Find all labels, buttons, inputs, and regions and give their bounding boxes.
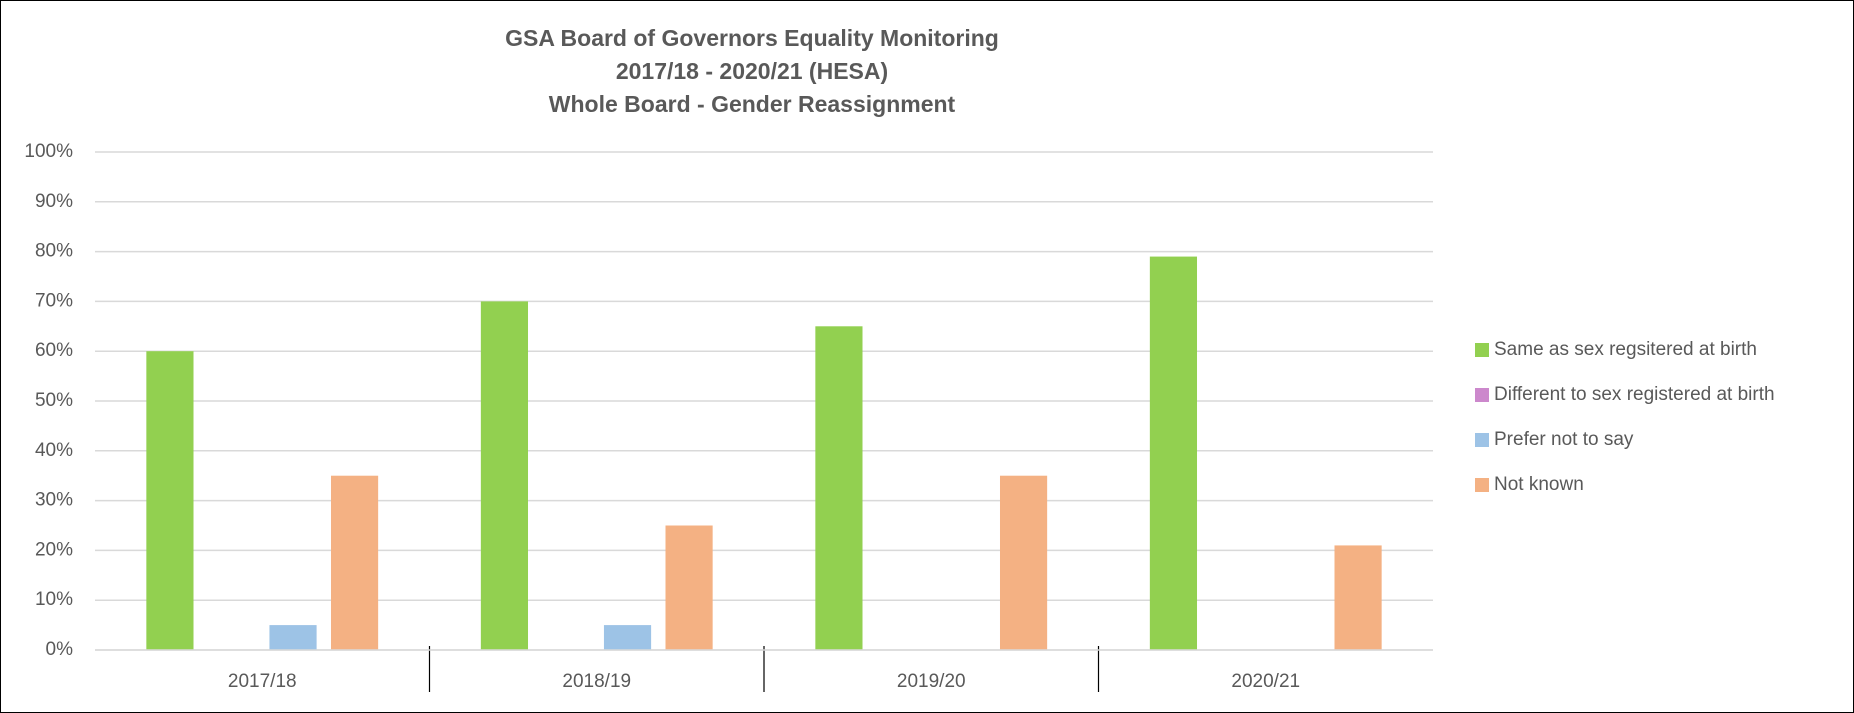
bar <box>665 525 713 650</box>
legend-label: Same as sex regsitered at birth <box>1494 339 1757 360</box>
bar <box>603 625 652 650</box>
legend-swatch <box>1475 388 1489 402</box>
y-tick-label: 60% <box>35 340 73 361</box>
x-tick-label: 2017/18 <box>228 671 297 692</box>
bar <box>999 475 1048 650</box>
chart-title: Whole Board - Gender Reassignment <box>549 91 956 117</box>
y-tick-label: 80% <box>35 241 73 262</box>
y-tick-label: 20% <box>35 539 73 560</box>
bar <box>146 351 194 650</box>
bar <box>480 301 529 650</box>
y-tick-label: 100% <box>24 141 73 162</box>
x-tick-label: 2020/21 <box>1231 671 1300 692</box>
bar <box>1149 256 1198 650</box>
chart-title: GSA Board of Governors Equality Monitori… <box>505 25 999 51</box>
y-tick-label: 40% <box>35 440 73 461</box>
y-tick-label: 50% <box>35 390 73 411</box>
legend-swatch <box>1475 433 1489 447</box>
legend-label: Different to sex registered at birth <box>1494 384 1775 405</box>
y-tick-label: 0% <box>46 639 74 660</box>
legend-label: Prefer not to say <box>1494 429 1634 450</box>
bar <box>1334 545 1382 650</box>
legend-label: Not known <box>1494 474 1584 495</box>
chart-title: 2017/18 - 2020/21 (HESA) <box>616 58 888 84</box>
x-tick-label: 2018/19 <box>562 671 631 692</box>
y-tick-label: 90% <box>35 191 73 212</box>
bar <box>330 475 379 650</box>
y-tick-label: 70% <box>35 290 73 311</box>
bar <box>815 326 863 650</box>
x-tick-label: 2019/20 <box>897 671 966 692</box>
y-tick-label: 30% <box>35 490 73 511</box>
legend-swatch <box>1475 343 1489 357</box>
legend-swatch <box>1475 478 1489 492</box>
bar <box>269 625 317 650</box>
y-tick-label: 10% <box>35 589 73 610</box>
